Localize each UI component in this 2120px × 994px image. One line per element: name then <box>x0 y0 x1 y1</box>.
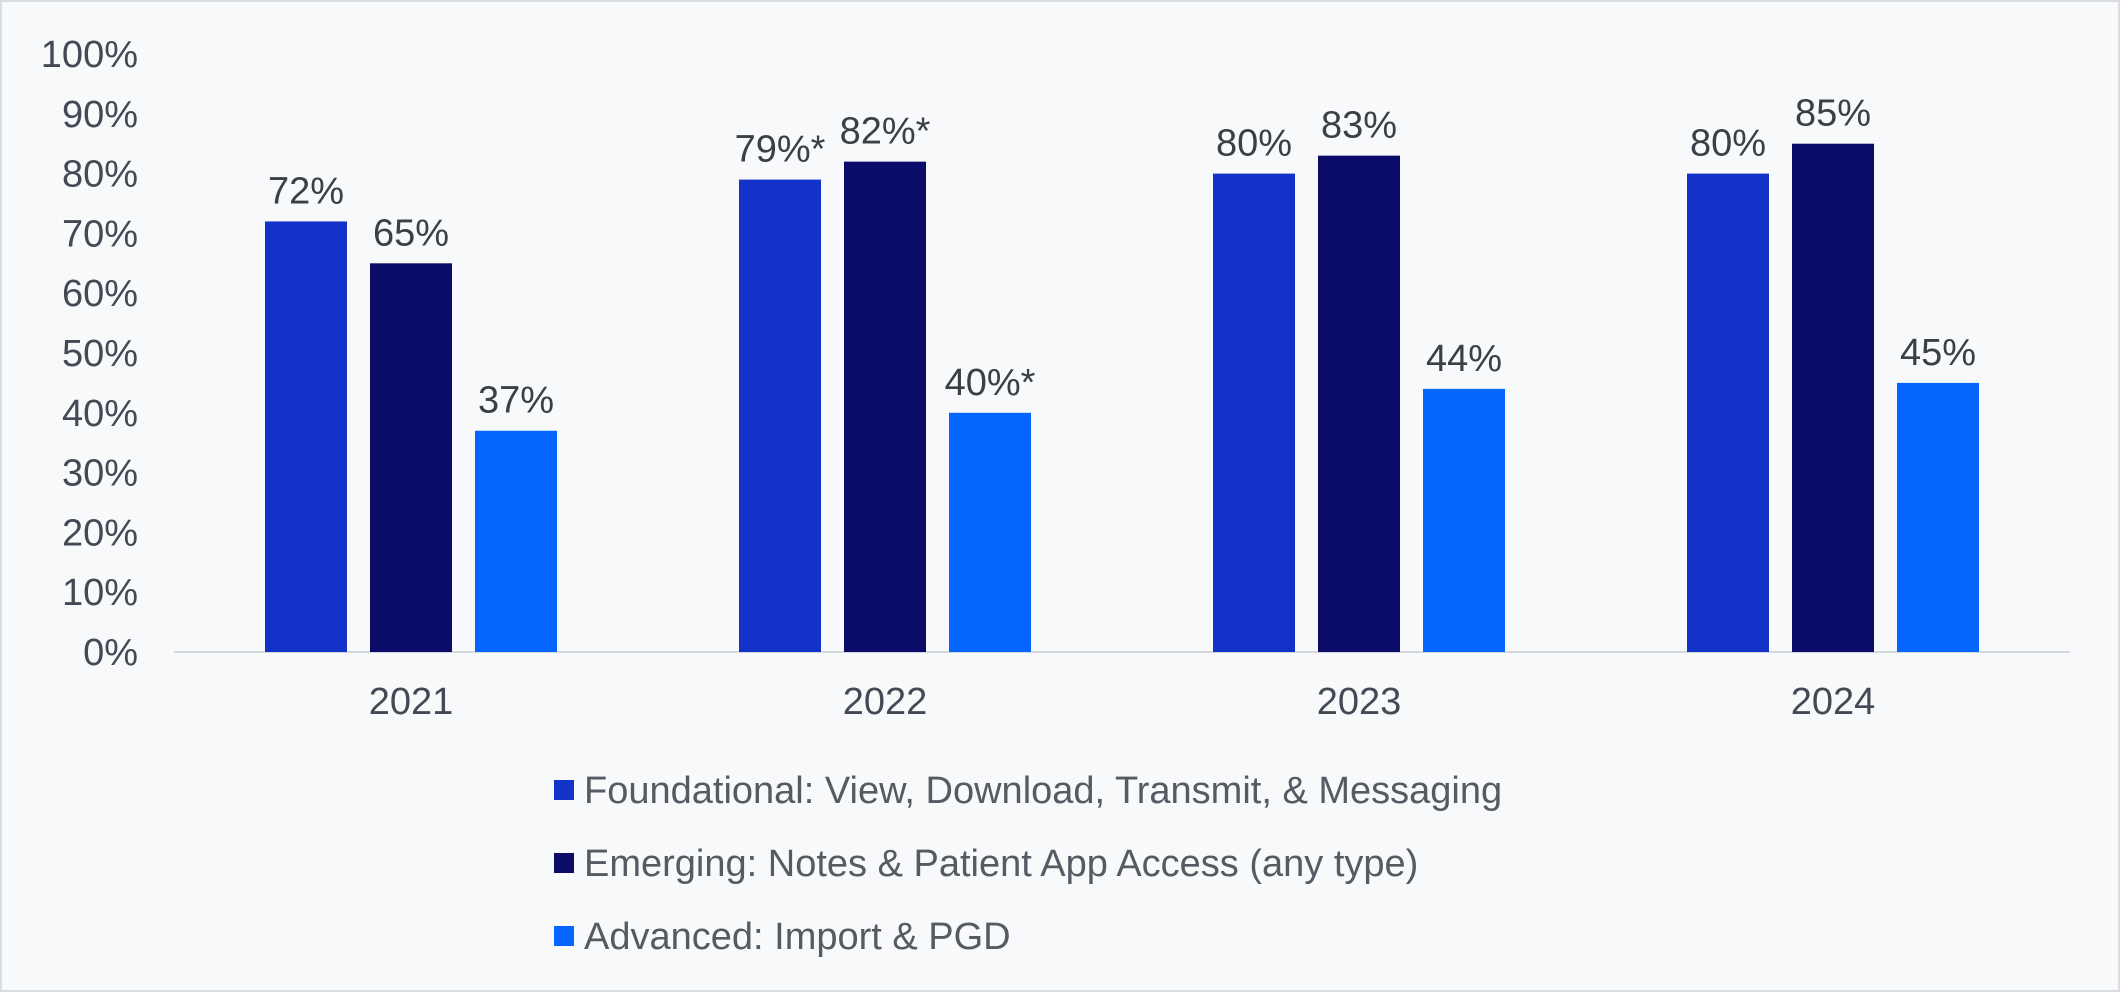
data-label: 72% <box>268 170 344 212</box>
legend-swatch <box>554 853 574 873</box>
data-label: 37% <box>478 380 554 422</box>
legend-label: Emerging: Notes & Patient App Access (an… <box>584 843 1418 885</box>
y-tick-label: 100% <box>41 34 138 76</box>
data-label: 44% <box>1426 338 1502 380</box>
x-axis-category-labels: 2021 2022 2023 2024 <box>369 681 1876 723</box>
data-label: 83% <box>1321 105 1397 147</box>
data-label: 82%* <box>840 111 931 153</box>
bar-2022-series-2 <box>844 161 926 652</box>
x-category-label: 2023 <box>1317 681 1402 723</box>
data-label: 40%* <box>945 362 1036 404</box>
bar-2024-series-2 <box>1792 143 1874 652</box>
legend-swatch <box>554 780 574 800</box>
legend: Foundational: View, Download, Transmit, … <box>554 770 1502 958</box>
data-labels: 72% 65% 37% 79%* 82%* 40%* 80% 83% 44% 80% 85% 45% <box>268 93 1976 422</box>
bar-2023-series-3 <box>1423 388 1505 652</box>
bar-2021-series-1 <box>265 221 347 652</box>
y-tick-label: 50% <box>62 333 138 375</box>
y-tick-label: 20% <box>62 512 138 554</box>
data-label: 79%* <box>735 129 826 171</box>
legend-label: Foundational: View, Download, Transmit, … <box>584 770 1502 812</box>
y-tick-label: 30% <box>62 453 138 495</box>
y-axis-ticks: 0% 10% 20% 30% 40% 50% 60% 70% 80% 90% 100% <box>41 34 138 674</box>
y-tick-label: 90% <box>62 94 138 136</box>
x-category-label: 2021 <box>369 681 454 723</box>
data-label: 80% <box>1690 123 1766 165</box>
bar-2024-series-1 <box>1687 173 1769 652</box>
data-label: 45% <box>1900 332 1976 374</box>
y-tick-label: 40% <box>62 393 138 435</box>
data-label: 80% <box>1216 123 1292 165</box>
y-tick-label: 0% <box>83 632 138 674</box>
bar-2022-series-1 <box>739 179 821 652</box>
y-tick-label: 60% <box>62 273 138 315</box>
bar-2023-series-1 <box>1213 173 1295 652</box>
bar-2021-series-3 <box>475 430 557 652</box>
data-label: 85% <box>1795 93 1871 135</box>
bar-2022-series-3 <box>949 412 1031 652</box>
y-tick-label: 10% <box>62 572 138 614</box>
x-category-label: 2024 <box>1791 681 1876 723</box>
y-tick-label: 80% <box>62 154 138 196</box>
data-label: 65% <box>373 212 449 254</box>
x-category-label: 2022 <box>843 681 928 723</box>
bar-2024-series-3 <box>1897 382 1979 652</box>
bar-2023-series-2 <box>1318 155 1400 652</box>
bar-2021-series-2 <box>370 263 452 652</box>
legend-label: Advanced: Import & PGD <box>584 916 1011 958</box>
y-tick-label: 70% <box>62 213 138 255</box>
bars-group <box>265 143 1979 652</box>
legend-swatch <box>554 926 574 946</box>
